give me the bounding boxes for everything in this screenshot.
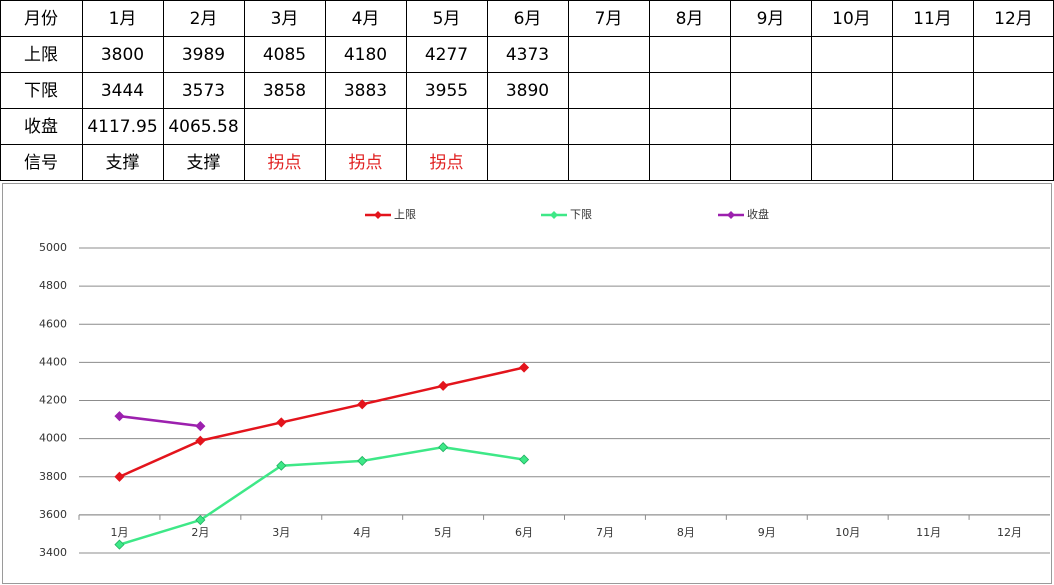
table-cell: 3989 [182,45,225,65]
table-row-label: 收盘 [24,117,58,137]
x-tick-label: 10月 [835,526,860,539]
table-row-label: 下限 [24,81,58,101]
table-header-cell: 9月 [757,9,785,29]
x-tick-label: 4月 [353,526,371,539]
x-tick-label: 9月 [758,526,776,539]
table-cell: 3444 [101,81,144,101]
table-cell: 3800 [101,45,144,65]
legend-label: 收盘 [747,207,769,221]
x-tick-label: 8月 [677,526,695,539]
table-cell: 拐点 [349,153,383,173]
y-tick-label: 3800 [39,470,67,483]
data-point [518,454,530,465]
series-line [118,366,525,478]
table-cell: 3858 [263,81,306,101]
table-header-cell: 2月 [190,9,218,29]
table-cell: 3883 [344,81,387,101]
table-cell: 4065.58 [168,117,238,137]
y-tick-label: 4400 [39,355,67,368]
table-cell: 4277 [425,45,468,65]
legend-label: 上限 [394,208,416,221]
legend-marker [374,211,382,219]
data-point [276,417,287,428]
table-header-cell: 8月 [676,9,704,29]
x-tick-label: 5月 [434,526,452,539]
x-tick-label: 1月 [110,526,128,539]
legend-marker [550,211,558,219]
data-point [114,471,125,482]
table-header-cell: 6月 [514,9,542,29]
data-point [438,380,449,391]
y-tick-label: 3400 [39,546,67,559]
x-tick-label: 2月 [191,526,209,539]
table-header-cell: 7月 [595,9,623,29]
data-point [438,442,449,453]
data-point [276,460,287,471]
table-cell: 4373 [506,45,549,65]
table-cell: 拐点 [430,153,464,173]
table-cell: 3573 [182,81,225,101]
table-cell: 支撑 [106,153,140,173]
table-cell: 支撑 [187,153,221,173]
data-point [114,411,125,422]
y-tick-label: 4600 [39,317,67,330]
legend-marker [727,211,735,219]
data-point [357,455,368,466]
table-cell: 拐点 [268,153,302,173]
table-header-cell: 1月 [109,9,137,29]
table-row-label: 上限 [24,45,58,65]
data-point [195,514,206,526]
table-header-cell: 10月 [832,9,871,29]
table-header-cell: 3月 [271,9,299,29]
data-point [195,421,206,432]
table-header-cell: 月份 [24,9,58,29]
x-tick-label: 3月 [272,526,290,539]
y-tick-label: 4000 [39,432,67,445]
y-tick-label: 4800 [39,279,67,292]
table-cell: 4180 [344,45,387,65]
table-header-cell: 5月 [433,9,461,29]
x-tick-label: 11月 [916,526,941,539]
table-header-cell: 11月 [913,9,952,29]
y-tick-label: 3600 [39,508,67,521]
x-tick-label: 12月 [997,526,1022,539]
chart-frame [2,183,1052,584]
x-tick-label: 6月 [515,526,533,539]
table-row-label: 信号 [24,153,58,173]
y-tick-label: 4200 [39,394,67,407]
data-point [518,362,530,373]
table-cell: 3955 [425,81,468,101]
data-point [195,435,206,446]
table-cell: 3890 [506,81,549,101]
data-point [357,399,368,410]
table-cell: 4117.95 [87,117,157,137]
x-tick-label: 7月 [596,526,614,539]
legend-label: 下限 [570,208,592,221]
table-header-cell: 4月 [352,9,380,29]
series-line [119,445,525,546]
data-point [114,539,125,550]
series-line [119,414,201,428]
table-header-cell: 12月 [994,9,1033,29]
y-tick-label: 5000 [39,241,67,254]
table-cell: 4085 [263,45,306,65]
